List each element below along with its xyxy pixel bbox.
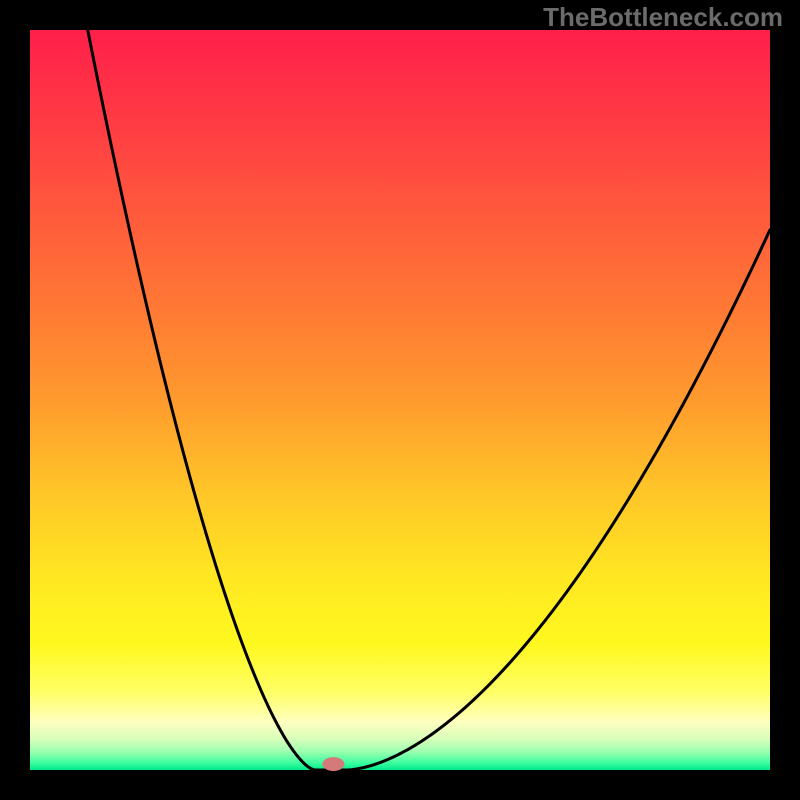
watermark-text: TheBottleneck.com (543, 2, 783, 33)
bottleneck-chart (0, 0, 800, 800)
stage: TheBottleneck.com (0, 0, 800, 800)
plot-background (30, 30, 770, 770)
optimum-marker (322, 757, 344, 771)
